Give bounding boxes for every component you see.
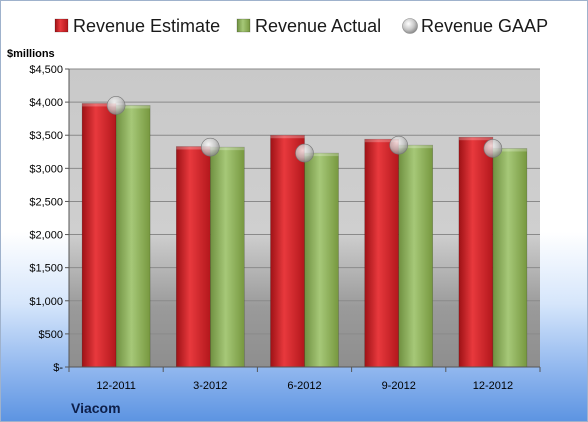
- y-tick-label: $2,500: [29, 196, 63, 208]
- bars: [81, 103, 528, 368]
- x-axis-ticks: 12-2011 3-2012 6-2012 9-2012 12-2012: [68, 366, 541, 392]
- actual-bar-highlight: [398, 145, 433, 149]
- actual-bar: [492, 148, 528, 368]
- x-tick-label: 6-2012: [287, 380, 321, 392]
- x-tick-label: 3-2012: [193, 380, 227, 392]
- gaap-marker: [106, 96, 126, 115]
- y-tick-label: $500: [39, 329, 63, 341]
- legend-swatch: [236, 18, 251, 33]
- y-tick-label: $3,000: [29, 163, 63, 175]
- actual-bar-highlight: [116, 105, 151, 109]
- estimate-bar-highlight: [364, 139, 399, 143]
- y-axis-unit-label: $millions: [7, 48, 55, 60]
- estimate-bar: [81, 103, 117, 368]
- y-tick-label: $1,500: [29, 263, 63, 275]
- estimate-bar-highlight: [458, 137, 493, 141]
- actual-bar-highlight: [492, 148, 527, 152]
- estimate-bar: [364, 138, 400, 368]
- estimate-bar-highlight: [176, 146, 211, 150]
- x-tick-label: 9-2012: [382, 380, 416, 392]
- actual-bar: [304, 152, 339, 368]
- legend-label: Revenue Estimate: [73, 16, 220, 36]
- actual-bar-highlight: [304, 153, 339, 157]
- gaap-marker: [201, 137, 220, 157]
- y-tick-label: $-: [53, 362, 63, 374]
- x-tick-label: 12-2012: [473, 380, 513, 392]
- gaap-marker: [389, 135, 409, 155]
- estimate-bar: [270, 134, 305, 368]
- actual-bar: [210, 146, 245, 368]
- legend-swatch: [54, 18, 69, 33]
- y-tick-label: $3,500: [29, 130, 63, 142]
- company-name: Viacom: [71, 400, 121, 416]
- estimate-bar-highlight: [82, 103, 117, 107]
- estimate-bar-highlight: [270, 135, 305, 139]
- legend-swatch: [402, 18, 418, 34]
- y-tick-label: $1,000: [29, 296, 63, 308]
- y-tick-label: $2,000: [29, 230, 63, 242]
- x-tick-label: 12-2011: [96, 380, 136, 392]
- estimate-bar: [176, 146, 211, 368]
- actual-bar: [398, 144, 434, 368]
- legend-label: Revenue GAAP: [421, 16, 548, 36]
- legend: Revenue Estimate Revenue Actual Revenue GA…: [54, 16, 548, 36]
- estimate-bar: [458, 136, 494, 368]
- legend-label: Revenue Actual: [255, 16, 381, 36]
- gaap-marker: [483, 139, 503, 158]
- gaap-marker: [295, 143, 314, 163]
- actual-bar: [115, 105, 151, 368]
- y-tick-label: $4,500: [29, 64, 63, 76]
- gaap-markers: [106, 96, 503, 163]
- actual-bar-highlight: [210, 147, 245, 151]
- y-axis-ticks: $- $500 $1,000 $1,500 $2,000 $2,500 $3,000 $3,5…: [29, 64, 70, 374]
- y-tick-label: $4,000: [29, 97, 63, 109]
